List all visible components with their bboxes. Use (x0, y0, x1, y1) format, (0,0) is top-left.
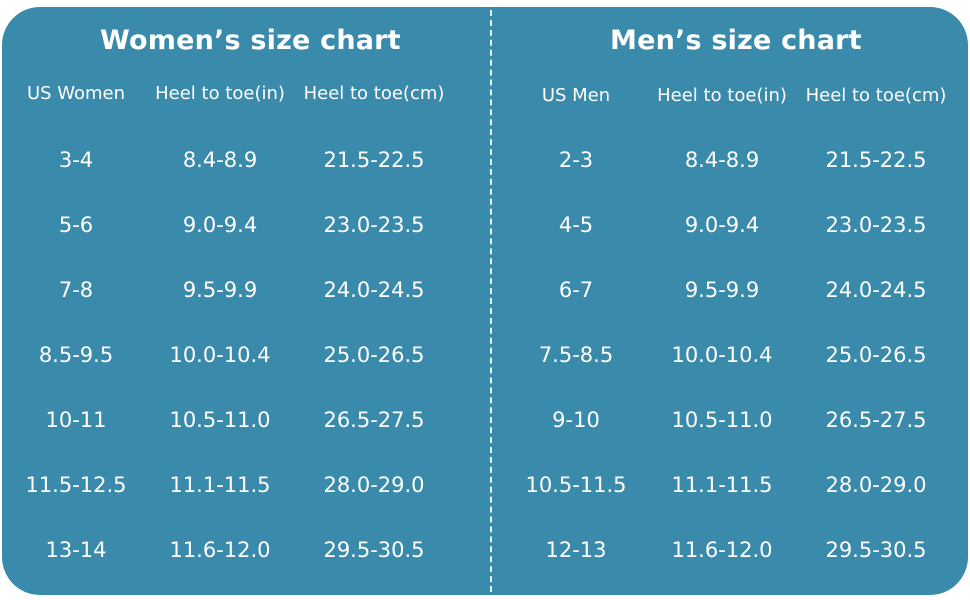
table-row: 4-5 9.0-9.4 23.0-23.5 (492, 213, 968, 243)
women-chart-title: Women’s size chart (100, 25, 401, 56)
women-us-size: 7-8 (58, 278, 94, 302)
men-length-in: 9.5-9.9 (684, 278, 760, 302)
men-length-cm: 23.0-23.5 (825, 213, 927, 237)
women-length-in: 10.0-10.4 (169, 343, 271, 367)
women-length-cm: 25.0-26.5 (323, 343, 425, 367)
women-length-cm: 28.0-29.0 (323, 473, 425, 497)
men-us-size: 7.5-8.5 (538, 343, 614, 367)
women-header-heel-to-toe-in: Heel to toe(in) (155, 83, 285, 104)
women-length-in: 11.1-11.5 (169, 473, 271, 497)
men-length-cm: 29.5-30.5 (825, 538, 927, 562)
men-length-cm: 25.0-26.5 (825, 343, 927, 367)
women-us-size: 3-4 (58, 148, 94, 172)
table-row: 11.5-12.5 11.1-11.5 28.0-29.0 (2, 473, 490, 503)
women-us-size: 13-14 (45, 538, 107, 562)
men-length-in: 9.0-9.4 (684, 213, 760, 237)
men-header-row: US Men Heel to toe(in) Heel to toe(cm) (492, 85, 968, 115)
men-length-in: 8.4-8.9 (684, 148, 760, 172)
men-us-size: 12-13 (545, 538, 607, 562)
men-length-cm: 24.0-24.5 (825, 278, 927, 302)
men-header-heel-to-toe-cm: Heel to toe(cm) (805, 85, 947, 106)
women-length-cm: 23.0-23.5 (323, 213, 425, 237)
men-header-us-size: US Men (541, 85, 611, 106)
table-row: 7.5-8.5 10.0-10.4 25.0-26.5 (492, 343, 968, 373)
table-row: 6-7 9.5-9.9 24.0-24.5 (492, 278, 968, 308)
men-length-cm: 28.0-29.0 (825, 473, 927, 497)
women-header-heel-to-toe-cm: Heel to toe(cm) (303, 83, 445, 104)
women-us-size: 5-6 (58, 213, 94, 237)
men-header-heel-to-toe-in: Heel to toe(in) (657, 85, 787, 106)
women-length-cm: 24.0-24.5 (323, 278, 425, 302)
men-length-cm: 26.5-27.5 (825, 408, 927, 432)
men-length-in: 10.5-11.0 (671, 408, 773, 432)
men-length-in: 11.1-11.5 (671, 473, 773, 497)
men-chart-title: Men’s size chart (610, 25, 862, 56)
table-row: 2-3 8.4-8.9 21.5-22.5 (492, 148, 968, 178)
table-row: 7-8 9.5-9.9 24.0-24.5 (2, 278, 490, 308)
table-row: 3-4 8.4-8.9 21.5-22.5 (2, 148, 490, 178)
women-us-size: 11.5-12.5 (25, 473, 127, 497)
women-length-in: 9.5-9.9 (182, 278, 258, 302)
women-length-in: 11.6-12.0 (169, 538, 271, 562)
women-length-in: 9.0-9.4 (182, 213, 258, 237)
men-size-chart: Men’s size chart US Men Heel to toe(in) … (492, 7, 968, 595)
men-us-size: 9-10 (552, 408, 600, 432)
table-row: 8.5-9.5 10.0-10.4 25.0-26.5 (2, 343, 490, 373)
women-length-cm: 26.5-27.5 (323, 408, 425, 432)
women-header-row: US Women Heel to toe(in) Heel to toe(cm) (2, 83, 490, 113)
women-length-in: 8.4-8.9 (182, 148, 258, 172)
women-header-us-size: US Women (26, 83, 126, 104)
men-length-in: 10.0-10.4 (671, 343, 773, 367)
men-us-size: 10.5-11.5 (525, 473, 627, 497)
men-length-in: 11.6-12.0 (671, 538, 773, 562)
men-us-size: 4-5 (558, 213, 594, 237)
men-us-size: 2-3 (558, 148, 594, 172)
table-row: 10.5-11.5 11.1-11.5 28.0-29.0 (492, 473, 968, 503)
size-chart-card: Women’s size chart US Women Heel to toe(… (2, 7, 968, 595)
women-length-in: 10.5-11.0 (169, 408, 271, 432)
table-row: 5-6 9.0-9.4 23.0-23.5 (2, 213, 490, 243)
center-divider (490, 10, 492, 592)
women-length-cm: 29.5-30.5 (323, 538, 425, 562)
table-row: 12-13 11.6-12.0 29.5-30.5 (492, 538, 968, 568)
table-row: 10-11 10.5-11.0 26.5-27.5 (2, 408, 490, 438)
men-length-cm: 21.5-22.5 (825, 148, 927, 172)
men-us-size: 6-7 (558, 278, 594, 302)
women-us-size: 8.5-9.5 (38, 343, 114, 367)
women-size-chart: Women’s size chart US Women Heel to toe(… (2, 7, 490, 595)
women-length-cm: 21.5-22.5 (323, 148, 425, 172)
table-row: 13-14 11.6-12.0 29.5-30.5 (2, 538, 490, 568)
table-row: 9-10 10.5-11.0 26.5-27.5 (492, 408, 968, 438)
women-us-size: 10-11 (45, 408, 107, 432)
